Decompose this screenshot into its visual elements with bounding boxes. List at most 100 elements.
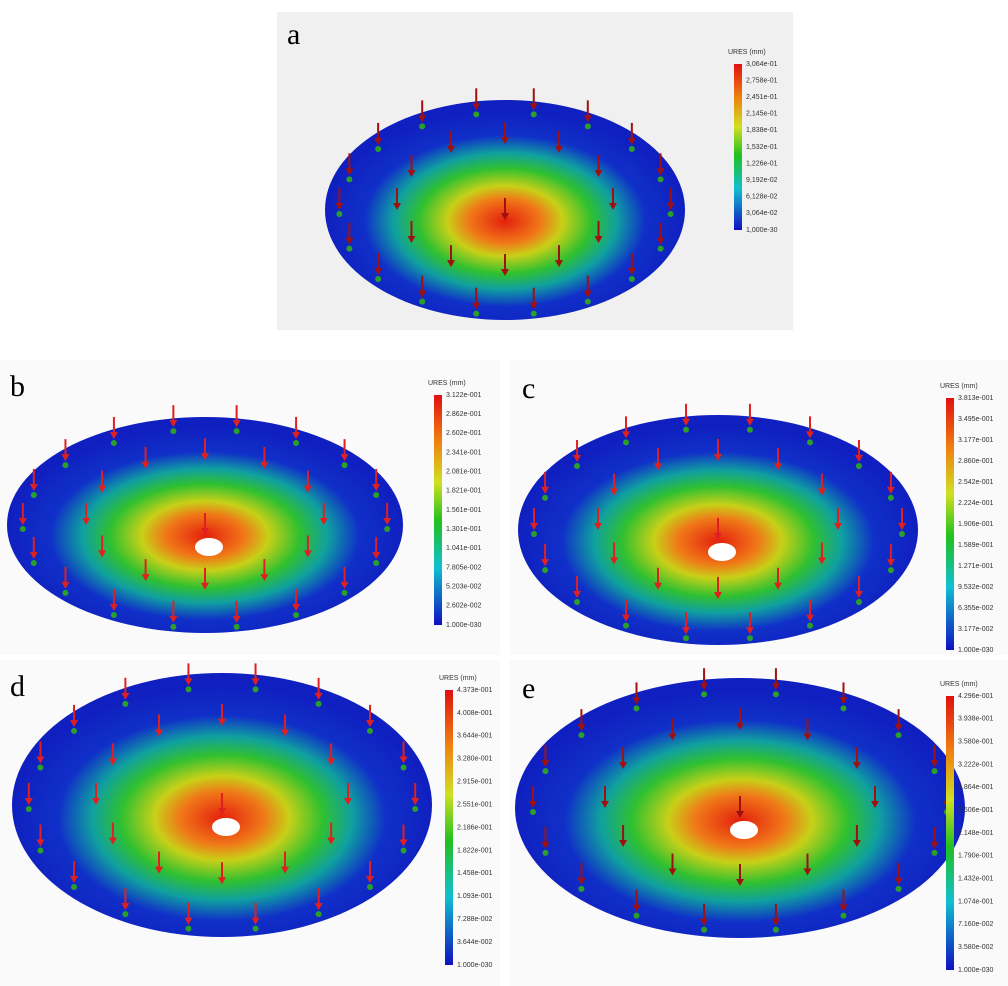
fixture [574,463,580,469]
color-bar [445,690,453,965]
legend-label: 2.186e-001 [457,824,493,831]
fixture [807,439,813,445]
legend-label: 3.938e-001 [958,716,994,723]
legend-label: 1.458e-001 [457,870,493,877]
legend-label: 3,064e-02 [746,210,778,217]
fixture [346,176,352,182]
fixture [253,926,259,932]
legend-label: 1.822e-001 [457,847,493,854]
panel-label: e [522,672,535,705]
legend-label: 2.915e-001 [457,779,493,786]
figure: aURES (mm)3,064e-012,758e-012,451e-012,1… [0,0,1008,986]
legend-label: 3.122e-001 [446,392,482,399]
legend-label: 1.906e-001 [958,521,994,528]
fixture [856,599,862,605]
panel: dURES (mm)4.373e-0014.008e-0013.644e-001… [0,660,500,986]
fixture [185,926,191,932]
fixture [26,806,32,812]
fixture [888,495,894,501]
legend-label: 5.203e-002 [446,584,482,591]
fixture [336,211,342,217]
fixture [634,913,640,919]
fixture [316,701,322,707]
legend-label: 2.341e-001 [446,449,482,456]
legend-label: 3.177e-001 [958,437,994,444]
legend-label: 3.222e-001 [958,761,994,768]
legend-label: 1.000e-030 [446,622,482,629]
legend-label: 2.602e-002 [446,603,482,610]
fixture [20,526,26,532]
fixture [629,146,635,152]
legend-label: 2.602e-001 [446,430,482,437]
fixture [578,886,584,892]
color-bar [946,398,954,650]
legend-label: 2.224e-001 [958,500,994,507]
legend-label: 1.000e-030 [457,962,493,969]
fixture [542,850,548,856]
legend-label: 2.862e-001 [446,411,482,418]
legend-label: 1.093e-001 [457,893,493,900]
fixture [346,246,352,252]
legend-label: 4.296e-001 [958,693,994,700]
fixture [683,635,689,641]
fixture [62,590,68,596]
fixture [234,624,240,630]
fixture [373,492,379,498]
fixture [701,927,707,933]
fixture [574,599,580,605]
fixture [542,768,548,774]
legend-label: 2,451e-01 [746,94,778,101]
fixture [773,691,779,697]
legend-label: 2.506e-001 [958,807,994,814]
legend-label: 1,000e-30 [746,227,778,234]
fixture [367,884,373,890]
fixture [807,623,813,629]
fixture [342,590,348,596]
fixture [932,768,938,774]
legend-label: 2.864e-001 [958,784,994,791]
legend-label: 9,192e-02 [746,177,778,184]
legend-label: 1.432e-001 [958,876,994,883]
color-bar [434,395,442,625]
legend-label: 2,145e-01 [746,111,778,118]
legend-label: 7.805e-002 [446,564,482,571]
fixture [658,246,664,252]
panel: cURES (mm)3.813e-0013.495e-0013.177e-001… [510,360,1008,655]
fixture [122,701,128,707]
fixture [111,440,117,446]
legend-label: 1.041e-001 [446,545,482,552]
legend-label: 1,226e-01 [746,160,778,167]
panel-label: c [522,372,535,405]
fixture [542,495,548,501]
fixture [412,806,418,812]
legend-label: 1.790e-001 [958,853,994,860]
panel: eURES (mm)4.296e-0013.938e-0013.580e-001… [510,660,1008,986]
fixture [31,560,37,566]
fixture [747,635,753,641]
fixture [531,531,537,537]
hole [730,821,758,839]
fixture [531,111,537,117]
fixture [773,927,779,933]
legend-label: 1.821e-001 [446,488,482,495]
fixture [668,211,674,217]
fixture [531,311,537,317]
fixture [856,463,862,469]
hole [212,818,240,836]
panel-label: d [10,670,25,703]
legend-label: 7.160e-002 [958,921,994,928]
legend-label: 2.542e-001 [958,479,994,486]
fixture [375,276,381,282]
fixture [316,911,322,917]
fixture [634,705,640,711]
fixture [419,123,425,129]
fixture [419,299,425,305]
fixture [373,560,379,566]
hole [708,543,736,561]
panel-label: a [287,18,300,51]
fixture [841,705,847,711]
legend-label: 3.580e-001 [958,739,994,746]
fixture [701,691,707,697]
legend-label: 1.589e-001 [958,542,994,549]
legend-label: 3,064e-01 [746,61,778,68]
